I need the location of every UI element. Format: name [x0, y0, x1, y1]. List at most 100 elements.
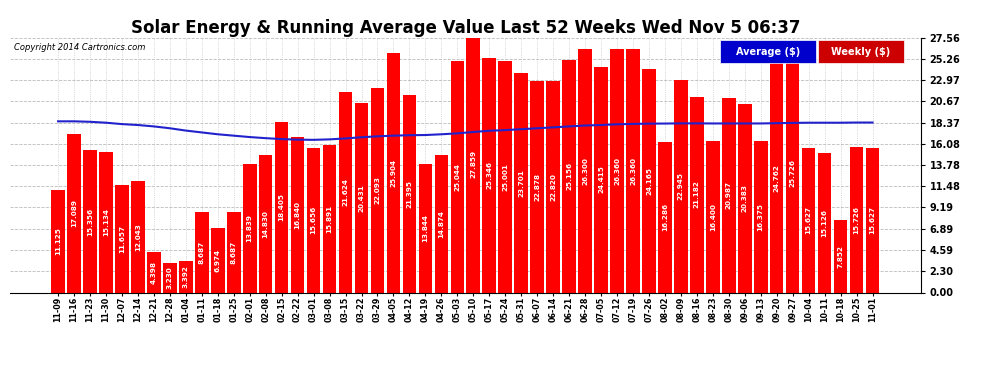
Bar: [179, 261, 193, 292]
Bar: [515, 73, 528, 292]
Text: 25.904: 25.904: [390, 159, 396, 187]
Text: 13.844: 13.844: [423, 214, 429, 242]
Bar: [482, 58, 496, 292]
Bar: [706, 141, 720, 292]
Bar: [419, 164, 433, 292]
Text: 15.656: 15.656: [311, 206, 317, 234]
Text: 27.859: 27.859: [470, 150, 476, 178]
Text: 20.431: 20.431: [358, 184, 364, 212]
Bar: [754, 141, 767, 292]
Bar: [627, 49, 640, 292]
Bar: [115, 184, 129, 292]
Text: 11.657: 11.657: [119, 225, 125, 253]
Bar: [99, 153, 113, 292]
Text: 15.627: 15.627: [869, 206, 875, 234]
Text: 13.839: 13.839: [247, 214, 252, 243]
Text: 3.392: 3.392: [183, 266, 189, 288]
Text: 11.125: 11.125: [55, 227, 61, 255]
Text: 26.360: 26.360: [630, 156, 636, 184]
Text: 22.945: 22.945: [678, 172, 684, 200]
Text: 21.182: 21.182: [694, 181, 700, 209]
Text: 17.089: 17.089: [71, 200, 77, 228]
Bar: [323, 146, 337, 292]
Text: 15.134: 15.134: [103, 209, 109, 236]
Text: 20.987: 20.987: [726, 182, 732, 209]
FancyBboxPatch shape: [818, 40, 904, 63]
Bar: [643, 69, 655, 292]
Bar: [83, 150, 97, 292]
Bar: [834, 220, 847, 292]
Bar: [578, 49, 592, 292]
Bar: [131, 181, 145, 292]
Bar: [849, 147, 863, 292]
Bar: [531, 81, 544, 292]
Text: 12.043: 12.043: [135, 223, 141, 251]
Text: 16.286: 16.286: [662, 203, 668, 231]
Bar: [148, 252, 160, 292]
Text: Average ($): Average ($): [736, 46, 800, 57]
Text: 22.093: 22.093: [374, 176, 380, 204]
Text: 7.852: 7.852: [838, 244, 843, 268]
Bar: [243, 165, 256, 292]
Text: 26.360: 26.360: [614, 156, 620, 184]
FancyBboxPatch shape: [721, 40, 816, 63]
Bar: [339, 92, 352, 292]
Bar: [403, 94, 416, 292]
Text: 25.346: 25.346: [486, 161, 492, 189]
Text: 24.165: 24.165: [645, 167, 652, 195]
Bar: [690, 96, 704, 292]
Bar: [307, 148, 321, 292]
Text: 21.395: 21.395: [407, 180, 413, 207]
Text: 25.001: 25.001: [502, 163, 508, 191]
Text: 14.830: 14.830: [262, 210, 268, 238]
Bar: [211, 228, 225, 292]
Bar: [259, 155, 272, 292]
Text: 15.726: 15.726: [853, 206, 859, 234]
Text: 23.701: 23.701: [518, 169, 524, 197]
Text: 15.356: 15.356: [87, 207, 93, 236]
Bar: [163, 262, 176, 292]
Text: 18.405: 18.405: [278, 194, 285, 221]
Text: Copyright 2014 Cartronics.com: Copyright 2014 Cartronics.com: [15, 43, 146, 52]
Bar: [67, 134, 81, 292]
Text: 16.375: 16.375: [757, 203, 763, 231]
Text: 6.974: 6.974: [215, 249, 221, 272]
Text: 24.415: 24.415: [598, 166, 604, 194]
Text: 24.762: 24.762: [774, 164, 780, 192]
Bar: [227, 212, 241, 292]
Bar: [610, 49, 624, 292]
Bar: [722, 98, 736, 292]
Text: 15.627: 15.627: [806, 206, 812, 234]
Bar: [275, 122, 288, 292]
Bar: [354, 104, 368, 292]
Bar: [770, 63, 783, 292]
Text: 16.840: 16.840: [295, 201, 301, 229]
Bar: [498, 61, 512, 292]
Title: Solar Energy & Running Average Value Last 52 Weeks Wed Nov 5 06:37: Solar Energy & Running Average Value Las…: [131, 20, 800, 38]
Bar: [818, 153, 832, 292]
Bar: [865, 148, 879, 292]
Text: 3.230: 3.230: [167, 266, 173, 289]
Text: 8.687: 8.687: [199, 241, 205, 264]
Bar: [195, 212, 209, 292]
Text: 15.891: 15.891: [327, 205, 333, 233]
Bar: [370, 88, 384, 292]
Bar: [466, 35, 480, 292]
Text: 16.400: 16.400: [710, 203, 716, 231]
Bar: [786, 54, 800, 292]
Bar: [738, 104, 751, 292]
Bar: [802, 148, 816, 292]
Text: 25.726: 25.726: [790, 159, 796, 188]
Text: 22.878: 22.878: [535, 172, 541, 201]
Text: 22.820: 22.820: [550, 173, 556, 201]
Bar: [562, 60, 576, 292]
Text: 20.383: 20.383: [742, 184, 747, 212]
Text: 21.624: 21.624: [343, 178, 348, 206]
Text: 26.300: 26.300: [582, 157, 588, 185]
Bar: [291, 136, 304, 292]
Bar: [51, 190, 65, 292]
Text: 25.044: 25.044: [454, 163, 460, 190]
Bar: [387, 53, 400, 292]
Bar: [546, 81, 560, 292]
Bar: [594, 67, 608, 292]
